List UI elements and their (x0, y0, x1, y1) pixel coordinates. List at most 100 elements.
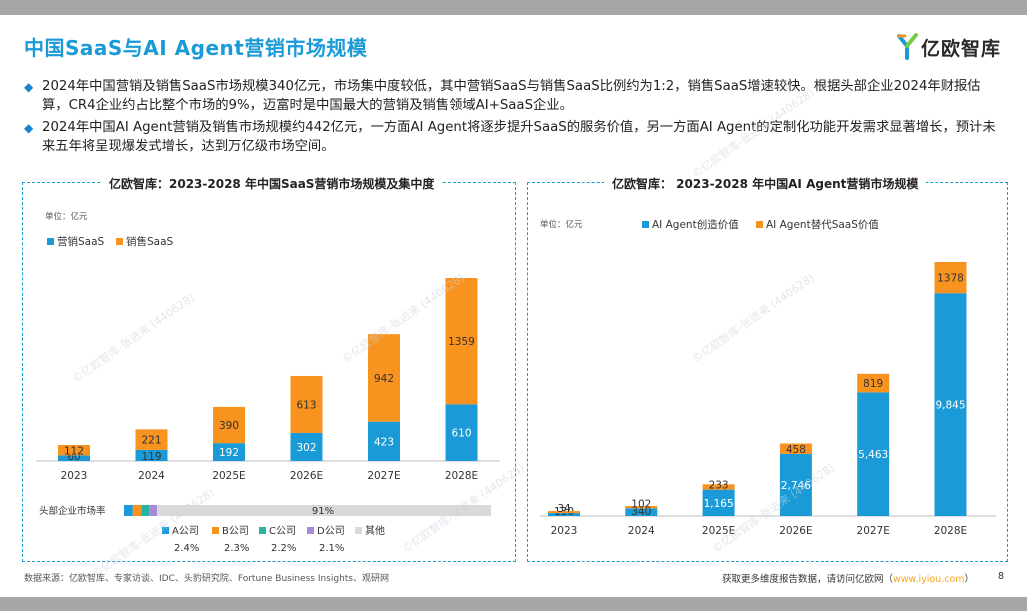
saas-bar-lower (135, 449, 168, 461)
ai-value-label: 233 (709, 480, 729, 492)
page-title: 中国SaaS与AI Agent营销市场规模 (24, 36, 368, 60)
data-source: 数据来源：亿欧智库、专家访谈、IDC、头豹研究院、Fortune Busines… (24, 574, 389, 584)
ai-value-label: 2,746 (781, 480, 811, 492)
footer-cta: 获取更多维度报告数据，请访问亿欧网（www.iyiou.com） (722, 571, 974, 585)
saas-tick-label: 2025E (212, 470, 245, 482)
bottom-bar (0, 597, 1027, 611)
ai-bar-upper (934, 262, 967, 294)
footer-cta-end: ） (964, 574, 975, 585)
diamond-icon: ◆ (24, 80, 34, 94)
ai-value-label: 102 (631, 498, 651, 510)
ai-value-label: 5,463 (858, 449, 888, 461)
ai-value-label: 1378 (937, 273, 964, 285)
iyiou-link[interactable]: www.iyiou.com (893, 574, 965, 585)
concentration-legend-name: C公司 (269, 526, 296, 537)
saas-value-label: 942 (374, 373, 394, 385)
top-bar (0, 0, 1027, 15)
saas-bar-upper (290, 375, 323, 433)
concentration-legend-name: B公司 (222, 526, 249, 537)
concentration-legend-name: A公司 (172, 526, 199, 537)
saas-chart-unit: 单位：亿元 (45, 212, 88, 222)
saas-value-label: 613 (296, 399, 316, 411)
saas-bar-upper (445, 278, 478, 405)
ai-bar-lower (857, 392, 890, 516)
saas-value-label: 302 (296, 442, 316, 454)
concentration-legend-value: 2.4% (174, 543, 199, 554)
ai-bar-lower (702, 489, 735, 516)
legend-label: 销售SaaS (126, 236, 174, 248)
ai-bar-lower (625, 508, 658, 516)
saas-bar-upper (135, 429, 168, 450)
legend-label: 营销SaaS (57, 236, 105, 248)
ai-tick-label: 2024 (628, 525, 655, 537)
saas-value-label: 221 (141, 435, 161, 447)
concentration-others-value: 91% (312, 506, 334, 517)
saas-bar-upper (368, 334, 400, 422)
ai-value-label: 340 (631, 506, 651, 518)
concentration-segment (157, 505, 491, 516)
concentration-legend-value: 2.3% (224, 543, 249, 554)
ai-bar-upper (857, 373, 890, 393)
saas-bar-lower (445, 404, 478, 461)
legend-marketing-saas: 营销SaaS (47, 234, 104, 249)
bullet-list: ◆ 2024年中国营销及销售SaaS市场规模340亿元，市场集中度较低，其中营销… (24, 77, 1004, 159)
saas-value-label: 112 (64, 445, 84, 457)
concentration-legend-value: 2.2% (271, 543, 296, 554)
bullet-text: 2024年中国营销及销售SaaS市场规模340亿元，市场集中度较低，其中营销Sa… (42, 79, 981, 113)
ai-tick-label: 2027E (857, 525, 890, 537)
bullet-item: ◆ 2024年中国营销及销售SaaS市场规模340亿元，市场集中度较低，其中营销… (24, 77, 1004, 115)
concentration-label: 头部企业市场率 (39, 505, 106, 517)
concentration-legend-swatch (259, 527, 266, 534)
legend-swatch (47, 238, 54, 245)
saas-bar-lower (58, 455, 90, 461)
saas-tick-label: 2024 (138, 470, 165, 482)
saas-value-label: 610 (451, 428, 471, 440)
ai-value-label: 34 (557, 503, 571, 515)
ai-tick-label: 2028E (934, 525, 967, 537)
saas-tick-label: 2023 (61, 470, 88, 482)
logo-text: 亿欧智库 (921, 38, 1002, 60)
ai-bar-upper (702, 484, 735, 490)
saas-bar-upper (213, 406, 245, 444)
saas-tick-label: 2026E (290, 470, 323, 482)
ai-agent-chart-panel: 亿欧智库： 2023-2028 年中国AI Agent营销市场规模 单位：亿元 … (527, 175, 1008, 562)
concentration-legend-value: 2.1% (319, 543, 344, 554)
ai-bar-lower (779, 453, 812, 516)
legend-swatch (642, 221, 649, 228)
legend-sales-saas: 销售SaaS (116, 234, 173, 249)
footer-cta-text: 获取更多维度报告数据，请访问亿欧网（ (722, 574, 894, 585)
legend-swatch (756, 221, 763, 228)
logo-icon (897, 33, 918, 60)
saas-value-label: 1359 (448, 336, 475, 348)
ai-bar-upper (548, 511, 580, 514)
saas-tick-label: 2027E (367, 470, 400, 482)
saas-value-label: 192 (219, 447, 239, 459)
saas-bar-lower (368, 421, 400, 461)
saas-bar-lower (290, 432, 323, 461)
concentration-legend-swatch (162, 527, 169, 534)
page-number: 8 (998, 571, 1005, 582)
bullet-text: 2024年中国AI Agent营销及销售市场规模约442亿元，一方面AI Age… (42, 120, 996, 154)
legend-ai-create: AI Agent创造价值 (642, 217, 739, 232)
concentration-segment (132, 505, 142, 516)
ai-bar-lower (934, 293, 967, 516)
saas-value-label: 390 (219, 420, 239, 432)
ai-value-label: 1,165 (704, 498, 734, 510)
ai-bar-upper (625, 505, 658, 509)
saas-bar-upper (58, 445, 90, 456)
ai-tick-label: 2025E (702, 525, 735, 537)
ai-tick-label: 2026E (779, 525, 812, 537)
bullet-item: ◆ 2024年中国AI Agent营销及销售市场规模约442亿元，一方面AI A… (24, 118, 1004, 156)
diamond-icon: ◆ (24, 121, 34, 135)
concentration-segment (141, 505, 150, 516)
legend-label: AI Agent替代SaaS价值 (766, 219, 879, 231)
saas-chart-panel: 亿欧智库：2023-2028 年中国SaaS营销市场规模及集中度 单位：亿元 营… (22, 175, 516, 562)
concentration-segment (149, 505, 158, 516)
saas-tick-label: 2028E (445, 470, 478, 482)
concentration-segment (124, 505, 133, 516)
concentration-legend-name: 其他 (365, 524, 385, 537)
legend-ai-replace: AI Agent替代SaaS价值 (756, 217, 879, 232)
ai-tick-label: 2023 (551, 525, 578, 537)
ai-value-label: 9,845 (935, 400, 965, 412)
